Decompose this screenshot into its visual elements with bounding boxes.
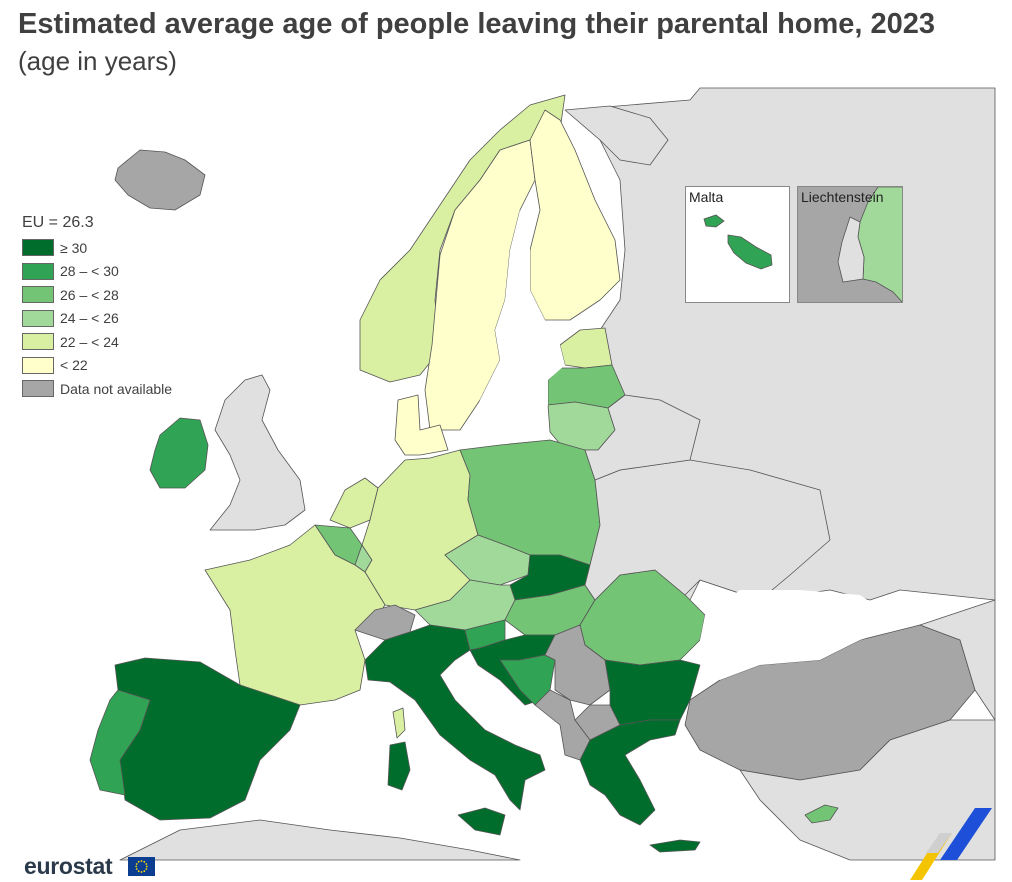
legend-swatch [22,262,54,280]
legend-label: ≥ 30 [60,239,88,256]
region-kola [564,105,669,166]
legend-item: 24 – < 26 [22,307,172,331]
region-iceland [114,149,206,211]
region-black-sea [700,590,905,680]
legend-item: 26 – < 28 [22,283,172,307]
legend-swatch [22,356,54,374]
region-bosnia [499,654,556,706]
legend-label: 28 – < 30 [60,263,119,280]
legend-item: ≥ 30 [22,236,172,260]
legend-eu-value: EU = 26.3 [22,214,94,231]
malta-shape [703,214,773,270]
region-baltic-sea [470,210,565,440]
region-sardinia [387,741,411,791]
region-germany [361,449,479,611]
inset-malta: Malta [685,186,790,303]
region-estonia [559,327,613,369]
legend-swatch [22,286,54,304]
region-denmark [394,394,449,456]
inset-liechtenstein: Liechtenstein [797,186,903,303]
legend-label: 26 – < 28 [60,286,119,303]
map-subtitle: (age in years) [18,46,177,76]
region-greece [579,719,681,826]
legend-label: 22 – < 24 [60,333,119,350]
region-finland [529,109,621,321]
legend-item: 22 – < 24 [22,330,172,354]
legend-item: < 22 [22,354,172,378]
inset-liechtenstein-label: Liechtenstein [801,189,884,205]
region-crete [649,839,701,853]
region-italy [364,624,546,811]
legend-item: 28 – < 30 [22,260,172,284]
region-belarus [584,394,701,481]
legend-item: Data not available [22,377,172,401]
eu-flag-icon [128,857,155,876]
inset-malta-label: Malta [689,189,724,205]
region-north-africa [119,819,521,861]
legend-swatch [22,309,54,327]
legend-label: 24 – < 26 [60,310,119,327]
eurostat-logo: eurostat [24,853,113,879]
eu-stars-icon [135,860,148,873]
legend-swatch [22,239,54,257]
region-cyprus [804,804,839,824]
map-title: Estimated average age of people leaving … [18,8,936,40]
legend-label: Data not available [60,380,173,397]
map-legend: EU = 26.3 ≥ 30 28 – < 30 26 – < 28 24 – … [22,214,172,401]
legend-swatch [22,333,54,351]
region-latvia [547,364,626,409]
region-ireland [149,417,209,489]
region-portugal [89,689,151,796]
region-corsica [392,707,406,739]
legend-swatch [22,380,54,398]
region-bulgaria [604,659,701,726]
region-middle-east [739,719,996,861]
region-sicily [457,807,506,836]
liechtenstein-shape [837,187,902,302]
brand-stripes [910,808,992,880]
legend-label: < 22 [60,357,88,374]
region-caucasus [919,599,996,721]
region-uk [209,374,306,531]
